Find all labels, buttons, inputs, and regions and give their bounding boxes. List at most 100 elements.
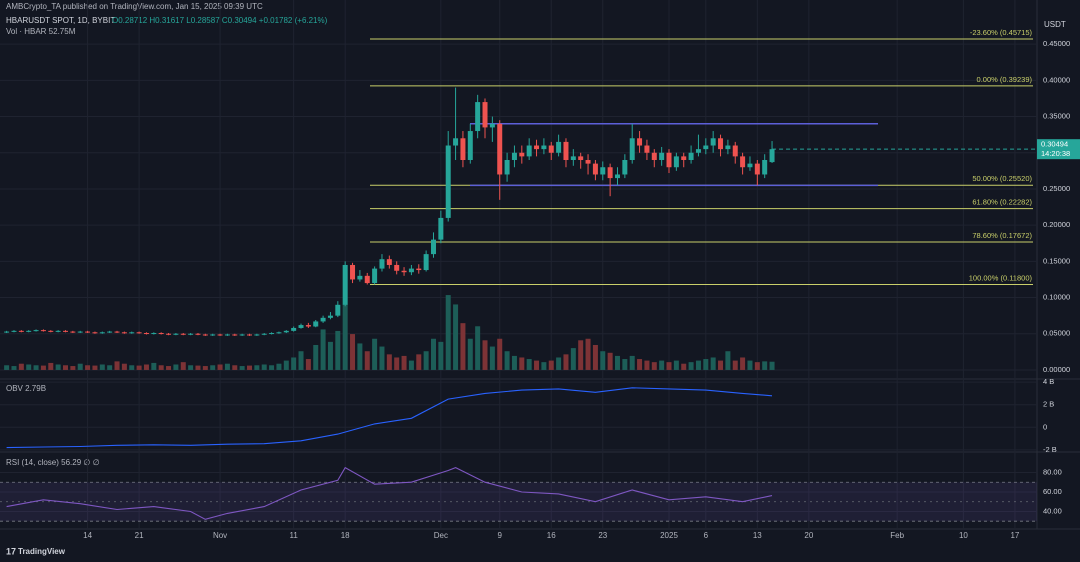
- volume-bar: [335, 330, 341, 370]
- volume-bar: [232, 365, 238, 370]
- candle-body: [666, 152, 672, 168]
- volume-bar: [747, 360, 753, 370]
- candle-body: [718, 138, 724, 150]
- candle-body: [725, 145, 731, 150]
- candle-body: [386, 259, 392, 265]
- volume-bar: [637, 359, 643, 370]
- candle-body: [158, 333, 164, 335]
- y-tick-label: 0.25000: [1043, 184, 1070, 193]
- candle-body: [4, 331, 10, 333]
- volume-bar: [121, 363, 127, 370]
- volume-bar: [445, 295, 451, 370]
- candle-body: [55, 330, 61, 332]
- x-tick-label: 20: [804, 531, 813, 540]
- volume-bar: [63, 365, 69, 370]
- volume-bar: [291, 357, 297, 370]
- volume-bar: [151, 362, 157, 370]
- volume-bar: [762, 361, 768, 370]
- volume-bar: [55, 364, 61, 370]
- volume-bar: [276, 363, 282, 370]
- candle-body: [40, 330, 46, 332]
- candle-body: [320, 317, 326, 322]
- y-tick-label: 0.40000: [1043, 75, 1070, 84]
- volume-bar: [695, 360, 701, 370]
- volume-bar: [342, 304, 348, 370]
- fib-label: 100.00% (0.11800): [969, 274, 1033, 283]
- volume-bar: [681, 363, 687, 370]
- volume-bar: [548, 360, 554, 370]
- candle-body: [210, 334, 216, 336]
- candle-body: [482, 102, 488, 128]
- y-tick-label: 0.05000: [1043, 329, 1070, 338]
- candle-body: [408, 268, 414, 273]
- candle-body: [460, 138, 466, 160]
- candle-body: [372, 268, 378, 284]
- volume-bar: [394, 357, 400, 370]
- candle-body: [637, 138, 643, 146]
- candle-body: [188, 333, 194, 335]
- candle-body: [548, 145, 554, 153]
- candle-body: [70, 331, 76, 333]
- candle-body: [63, 330, 69, 332]
- countdown: 14:20:38: [1041, 149, 1070, 158]
- volume-bar: [379, 346, 385, 370]
- candle-body: [592, 163, 598, 175]
- volume-bar: [511, 355, 517, 370]
- fib-label: 0.00% (0.39239): [977, 75, 1033, 84]
- volume-bar: [732, 360, 738, 370]
- candle-body: [732, 145, 738, 157]
- publisher: AMBCrypto_TA published on TradingView.co…: [6, 2, 263, 11]
- rsi-band: [0, 482, 1037, 522]
- volume-bar: [416, 354, 422, 370]
- y-tick-label: 60.00: [1043, 487, 1062, 496]
- volume-bar: [4, 365, 10, 370]
- volume-bar: [26, 364, 32, 370]
- y-tick-label: 0: [1043, 422, 1047, 431]
- volume-bar: [541, 362, 547, 370]
- candle-body: [769, 149, 775, 163]
- candle-body: [379, 259, 385, 269]
- volume-bar: [563, 354, 569, 370]
- candle-body: [11, 330, 17, 332]
- candle-body: [504, 159, 510, 175]
- volume-bar: [556, 357, 562, 370]
- volume-bar: [313, 344, 319, 370]
- volume-bar: [261, 364, 267, 370]
- volume-bar: [298, 351, 304, 370]
- candle-body: [173, 333, 179, 335]
- candle-body: [489, 123, 495, 128]
- x-tick-label: 18: [341, 531, 350, 540]
- candle-body: [497, 123, 503, 175]
- volume-bar: [710, 357, 716, 370]
- candle-body: [541, 145, 547, 150]
- symbol: HBARUSDT SPOT, 1D, BYBIT: [6, 16, 115, 25]
- volume-bar: [703, 359, 709, 370]
- candle-body: [121, 332, 127, 334]
- x-tick-label: 11: [290, 531, 299, 540]
- candle-body: [659, 152, 665, 160]
- candle-body: [570, 156, 576, 160]
- volume-bar: [725, 351, 731, 370]
- volume-bar: [504, 351, 510, 370]
- volume-bar: [430, 338, 436, 370]
- fib-label: 61.80% (0.22282): [972, 198, 1032, 207]
- candle-body: [475, 102, 481, 132]
- candle-body: [269, 333, 275, 335]
- volume-bar: [453, 304, 459, 370]
- volume-bar: [408, 360, 414, 370]
- candle-body: [217, 334, 223, 336]
- candle-body: [585, 159, 591, 164]
- brand: TradingView: [18, 547, 66, 556]
- candle-body: [401, 270, 407, 273]
- volume-label: Vol · HBAR 52.75M: [6, 27, 76, 36]
- y-tick-label: 80.00: [1043, 467, 1062, 476]
- volume-bar: [143, 364, 149, 370]
- y-tick-label: 0.20000: [1043, 220, 1070, 229]
- candle-body: [276, 332, 282, 334]
- volume-bar: [607, 352, 613, 370]
- volume-bar: [107, 365, 113, 370]
- x-tick-label: 16: [547, 531, 556, 540]
- y-tick-label: -2 B: [1043, 445, 1057, 454]
- volume-bar: [740, 357, 746, 370]
